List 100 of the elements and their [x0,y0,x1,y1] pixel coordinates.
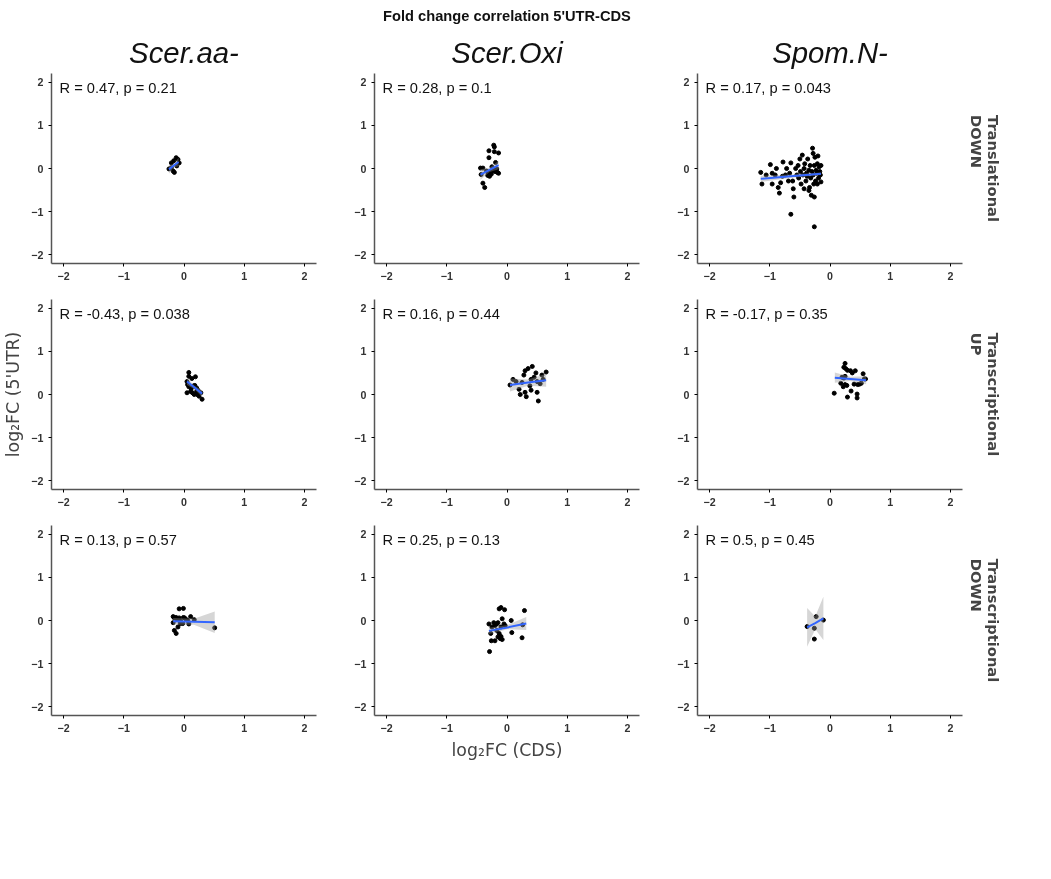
annotation: R = 0.13, p = 0.57 [59,531,177,548]
y-tick-label: −2 [354,248,367,261]
x-tick-label: 2 [624,721,631,734]
y-tick-label: −2 [354,700,367,713]
x-tick-label: −1 [117,269,130,282]
x-tick-label: 2 [301,721,308,734]
x-tick-label: 2 [624,495,631,508]
x-tick-label: 1 [564,269,571,282]
x-tick-label: 0 [827,269,834,282]
y-tick-label: 1 [360,119,367,132]
annotation: R = 0.25, p = 0.13 [382,531,500,548]
y-tick-label: 2 [37,528,44,541]
x-tick-label: 2 [947,495,954,508]
chart-subtitle: Scer.Oxi [451,35,565,69]
x-tick-label: −1 [117,721,130,734]
y-tick-label: −2 [677,700,690,713]
chart-title: Fold change correlation 5'UTR-CDS [383,7,632,24]
chart-subtitle: Spom.N- [772,35,889,69]
x-tick-label: 2 [301,269,308,282]
y-tick-label: 0 [683,388,690,401]
x-tick-label: 2 [947,721,954,734]
y-tick-label: 1 [37,571,44,584]
x-tick-label: 1 [564,495,571,508]
x-tick-label: 1 [887,269,894,282]
x-tick-label: −2 [703,269,716,282]
x-tick-label: −1 [440,721,453,734]
y-tick-label: −2 [354,474,367,487]
y-tick-label: −1 [677,431,690,444]
annotation: R = 0.5, p = 0.45 [705,531,815,548]
y-tick-label: 1 [683,571,690,584]
x-tick-label: 1 [887,495,894,508]
y-tick-label: 0 [683,162,690,175]
x-tick-label: −2 [57,495,70,508]
annotation: R = 0.17, p = 0.043 [705,79,831,96]
annotation: R = -0.43, p = 0.038 [59,305,190,322]
y-tick-label: 1 [360,345,367,358]
y-tick-label: 2 [683,302,690,315]
x-tick-label: −2 [703,495,716,508]
x-tick-label: −2 [380,721,393,734]
x-tick-label: −1 [440,495,453,508]
text: Translational DOWN [967,114,1002,223]
x-tick-label: 2 [624,269,631,282]
text: Transcriptional DOWN [967,558,1002,683]
x-tick-label: 0 [827,495,834,508]
y-tick-label: −1 [677,205,690,218]
x-tick-label: −2 [703,721,716,734]
x-tick-label: −2 [57,721,70,734]
x-tick-label: −1 [763,269,776,282]
y-tick-label: −2 [677,248,690,261]
y-tick-label: 0 [360,162,367,175]
x-tick-label: −1 [117,495,130,508]
x-tick-label: −1 [763,495,776,508]
x-tick-label: 0 [181,269,188,282]
y-tick-label: 0 [37,162,44,175]
y-tick-label: 0 [683,614,690,627]
y-tick-label: −1 [677,657,690,670]
y-tick-label: 1 [360,571,367,584]
annotation: R = 0.28, p = 0.1 [382,79,492,96]
y-tick-label: −2 [31,248,44,261]
y-tick-label: 1 [37,119,44,132]
annotation: R = -0.17, p = 0.35 [705,305,828,322]
annotation: R = 0.47, p = 0.21 [59,79,177,96]
y-tick-label: −2 [677,474,690,487]
x-tick-label: 0 [504,721,511,734]
y-tick-label: 0 [37,388,44,401]
x-tick-label: −1 [763,721,776,734]
y-tick-label: 0 [360,614,367,627]
x-tick-label: 1 [887,721,894,734]
x-tick-label: 0 [827,721,834,734]
x-tick-label: 0 [504,495,511,508]
y-tick-label: −1 [31,431,44,444]
y-tick-label: −2 [31,700,44,713]
y-tick-label: 2 [360,302,367,315]
annotation: R = 0.16, p = 0.44 [382,305,500,322]
x-tick-label: −2 [380,495,393,508]
y-tick-label: 0 [360,388,367,401]
x-tick-label: 1 [241,495,248,508]
y-tick-label: −1 [354,431,367,444]
x-tick-label: 1 [241,269,248,282]
x-tick-label: 2 [947,269,954,282]
y-tick-label: 2 [683,76,690,89]
x-tick-label: 0 [181,495,188,508]
y-tick-label: 2 [37,76,44,89]
x-tick-label: 1 [564,721,571,734]
y-tick-label: 2 [360,76,367,89]
y-tick-label: 1 [683,119,690,132]
x-tick-label: −2 [380,269,393,282]
y-tick-label: −1 [31,205,44,218]
x-tick-label: 0 [504,269,511,282]
x-tick-label: 2 [301,495,308,508]
x-tick-label: −2 [57,269,70,282]
y-tick-label: 1 [37,345,44,358]
chart-subtitle: Scer.aa- [129,35,240,69]
x-tick-label: 1 [241,721,248,734]
y-tick-label: −1 [31,657,44,670]
y-tick-label: 2 [360,528,367,541]
y-tick-label: 1 [683,345,690,358]
text: Transcriptional UP [967,332,1002,457]
x-tick-label: −1 [440,269,453,282]
y-tick-label: 2 [683,528,690,541]
